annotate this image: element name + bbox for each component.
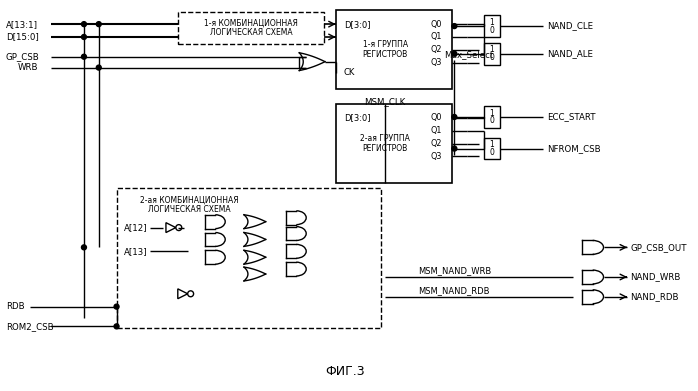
Circle shape [82,22,87,27]
Text: ECC_START: ECC_START [547,113,595,122]
Text: NFROM_CSB: NFROM_CSB [547,144,601,153]
Text: Q1: Q1 [431,32,442,41]
Circle shape [452,146,456,151]
Text: A[13]: A[13] [124,247,147,256]
Text: Mux_Select: Mux_Select [445,50,493,59]
Text: 1: 1 [489,45,494,54]
Text: 1: 1 [489,18,494,27]
Circle shape [452,115,456,119]
Circle shape [452,51,456,56]
Text: РЕГИСТРОВ: РЕГИСТРОВ [362,50,408,59]
Circle shape [114,304,119,309]
Bar [484,15,500,37]
Text: 0: 0 [489,25,494,34]
Text: NAND_ALE: NAND_ALE [547,49,593,58]
Text: ROM2_CSB: ROM2_CSB [6,322,54,331]
Text: 2-ая ГРУППА: 2-ая ГРУППА [360,134,410,143]
Text: MSM_NAND_WRB: MSM_NAND_WRB [417,267,491,276]
Text: MSM_CLK: MSM_CLK [364,97,406,106]
Circle shape [82,34,87,39]
Text: 1-я ГРУППА: 1-я ГРУППА [363,40,408,49]
Text: A[13:1]: A[13:1] [6,20,38,29]
Circle shape [96,65,101,70]
Text: Q1: Q1 [431,126,442,135]
Text: CK: CK [343,68,355,77]
Circle shape [82,245,87,250]
Text: 0: 0 [489,117,494,126]
Text: D[3:0]: D[3:0] [343,113,370,122]
Text: WRB: WRB [17,63,38,72]
Circle shape [82,54,87,59]
Circle shape [114,324,119,329]
Text: 1-я КОМБИНАЦИОННАЯ: 1-я КОМБИНАЦИОННАЯ [204,19,298,28]
Circle shape [96,22,101,27]
Text: Q2: Q2 [431,139,442,148]
Bar [336,104,452,183]
Text: 1: 1 [489,109,494,118]
Text: A[12]: A[12] [124,223,147,232]
Text: 2-ая КОМБИНАЦИОННАЯ: 2-ая КОМБИНАЦИОННАЯ [140,196,239,204]
Text: РЕГИСТРОВ: РЕГИСТРОВ [362,144,408,153]
Text: RDB: RDB [6,302,24,311]
Text: D[15:0]: D[15:0] [6,32,38,41]
Text: Q3: Q3 [431,152,442,161]
Bar [178,12,324,44]
Text: Q2: Q2 [431,45,442,54]
Bar [484,106,500,128]
Text: ФИГ.3: ФИГ.3 [325,365,364,378]
Text: 1: 1 [489,140,494,149]
Bar [117,188,381,328]
Text: Q0: Q0 [431,20,442,29]
Text: ЛОГИЧЕСКАЯ СХЕМА: ЛОГИЧЕСКАЯ СХЕМА [209,27,292,36]
Bar [484,138,500,160]
Text: 0: 0 [489,53,494,62]
Text: GP_CSB_OUT: GP_CSB_OUT [630,243,687,252]
Text: Q3: Q3 [431,58,442,67]
Circle shape [452,23,456,29]
Bar [336,10,452,89]
Text: NAND_WRB: NAND_WRB [630,273,681,282]
Text: Q0: Q0 [431,113,442,122]
Text: ЛОГИЧЕСКАЯ СХЕМА: ЛОГИЧЕСКАЯ СХЕМА [149,205,231,214]
Text: 0: 0 [489,148,494,157]
Text: NAND_CLE: NAND_CLE [547,22,593,30]
Text: GP_CSB: GP_CSB [6,52,40,61]
Text: MSM_NAND_RDB: MSM_NAND_RDB [419,286,490,295]
Bar [484,43,500,65]
Text: NAND_RDB: NAND_RDB [630,292,678,301]
Text: D[3:0]: D[3:0] [343,20,370,29]
